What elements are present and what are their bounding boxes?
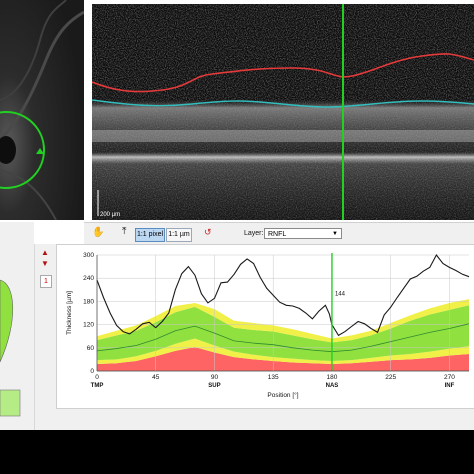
layer-select[interactable]: RNFL ▼ (264, 228, 342, 239)
y-tick-label: 300 (83, 252, 94, 259)
outside-normal-band (97, 347, 469, 371)
ilm-boundary-line (92, 53, 474, 93)
page-number[interactable]: 1 (40, 275, 52, 288)
rnfl-boundary-line (92, 99, 474, 108)
series-group (96, 253, 470, 337)
x-tick-label: 90 (211, 374, 219, 381)
y-tick-label: 0 (90, 368, 94, 375)
fundus-image (0, 0, 84, 220)
x-tick-label: 45 (152, 374, 160, 381)
sector-label: SUP (208, 383, 220, 389)
layer-edit-icon[interactable]: ↺ (204, 227, 212, 237)
chevron-down-icon: ▼ (332, 231, 338, 237)
toolbar: ✋ ⤒ 1:1 pixel 1:1 µm ↺ Layer: RNFL ▼ (84, 222, 474, 245)
scan-direction-arrow-icon (36, 148, 44, 154)
borderline-band-low (97, 338, 469, 365)
x-tick-label: 0 (95, 374, 99, 381)
layer-select-value: RNFL (268, 231, 287, 238)
scale-1-1-pixel-button[interactable]: 1:1 pixel (135, 228, 165, 242)
median-line-group (96, 323, 470, 353)
x-tick-label: 180 (327, 374, 338, 381)
sector-label: INF (445, 383, 455, 389)
within-normal-band (97, 305, 469, 361)
sector-panel (0, 222, 34, 430)
cursor-value-label: 144 (335, 292, 346, 298)
position-icon[interactable]: ⤒ (122, 226, 127, 237)
median-line (96, 323, 470, 353)
normative-bands (97, 299, 469, 371)
thickness-line (96, 253, 470, 337)
scan-circle[interactable] (0, 111, 45, 189)
x-tick-label: 270 (444, 374, 455, 381)
arrow-down-icon[interactable]: ▼ (41, 259, 49, 268)
sector-label: TMP (91, 383, 104, 389)
arrow-up-icon[interactable]: ▲ (41, 248, 49, 257)
oct-scale-label: 200 µm (100, 212, 120, 218)
scale-1-1-um-button[interactable]: 1:1 µm (166, 228, 192, 242)
hand-icon[interactable]: ✋ (92, 227, 105, 238)
y-tick-label: 240 (83, 275, 94, 282)
summary-box (0, 389, 21, 417)
sector-label: NAS (326, 383, 339, 389)
layer-label: Layer: (244, 230, 264, 237)
oct-bscan-svg: 200 µm (92, 4, 474, 220)
sector-panel-svg (0, 279, 21, 417)
x-tick-label: 225 (385, 374, 396, 381)
thickness-plot[interactable]: 144 0 60 120 180 240 300 0 45 90 135 180 225 270 TMP S… (56, 244, 474, 409)
status-strip (56, 408, 474, 431)
sector-diagram (0, 279, 14, 363)
side-nav: ▲ ▼ 1 (34, 244, 57, 430)
x-axis-label: Position [°] (267, 391, 298, 399)
axes: 0 60 120 180 240 300 0 45 90 135 180 225 270 TMP SUP NA… (66, 252, 469, 399)
y-tick-label: 120 (83, 322, 94, 329)
y-tick-label: 180 (83, 298, 94, 305)
thickness-chart-svg: 144 0 60 120 180 240 300 0 45 90 135 180 225 270 TMP S… (66, 252, 470, 399)
y-axis-label: Thickness [µm] (66, 291, 73, 335)
cursor-group: 144 (331, 253, 346, 371)
y-tick-label: 60 (87, 345, 95, 352)
oct-bscan[interactable]: 200 µm (92, 4, 474, 220)
x-tick-label: 135 (268, 374, 279, 381)
bottom-bar (0, 430, 474, 474)
fundus-svg (0, 0, 84, 220)
